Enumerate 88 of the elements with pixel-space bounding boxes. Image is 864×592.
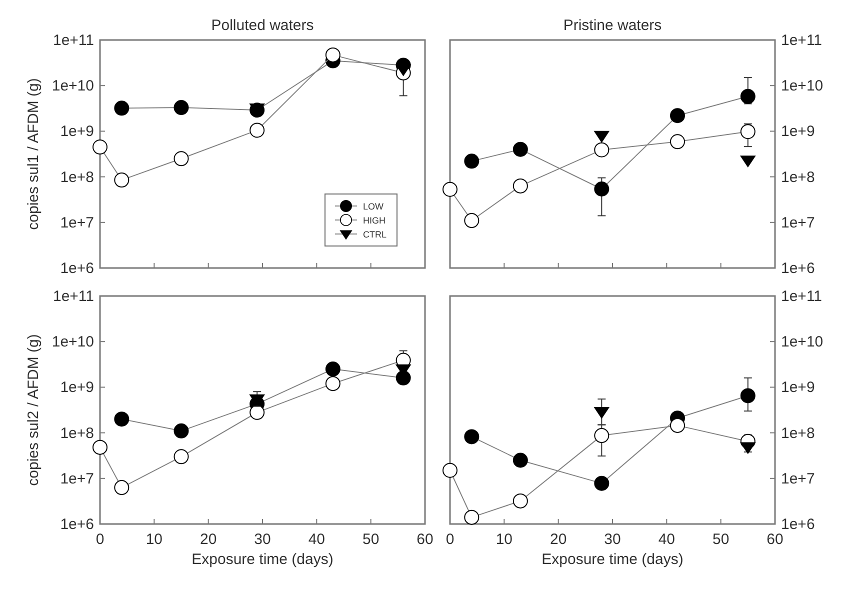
legend-label: HIGH — [363, 216, 386, 226]
point — [325, 362, 340, 377]
point — [512, 142, 528, 157]
point — [512, 452, 528, 468]
y-tick-label: 1e+9 — [60, 123, 94, 140]
point — [114, 172, 130, 188]
y-tick-label: 1e+8 — [781, 424, 815, 442]
chart-title: Pristine waters — [563, 17, 662, 34]
point — [670, 134, 685, 150]
x-tick-label: 30 — [604, 531, 621, 548]
y-tick-label: 1e+8 — [60, 424, 94, 442]
y-tick-label: 1e+10 — [52, 334, 94, 351]
point — [464, 510, 480, 525]
point — [250, 394, 265, 406]
point — [396, 64, 411, 76]
point — [512, 178, 528, 194]
point — [174, 151, 189, 166]
point — [464, 213, 480, 228]
x-tick-label: 50 — [362, 531, 380, 548]
x-tick-label: 20 — [200, 531, 217, 548]
point — [92, 140, 108, 155]
point — [740, 156, 756, 168]
point — [442, 182, 458, 197]
y-axis-title: copies sul2 / AFDM (g) — [25, 334, 42, 486]
y-tick-label: 1e+7 — [781, 470, 815, 488]
point — [670, 418, 685, 433]
point — [594, 476, 610, 491]
legend-label: CTRL — [363, 230, 387, 240]
y-tick-label: 1e+11 — [52, 288, 94, 305]
point — [174, 423, 189, 438]
y-tick-label: 1e+10 — [781, 334, 824, 351]
point — [512, 493, 528, 508]
y-tick-label: 1e+10 — [52, 78, 94, 95]
y-tick-label: 1e+7 — [60, 214, 94, 232]
x-tick-label: 10 — [146, 531, 163, 548]
point — [464, 429, 480, 444]
point — [114, 412, 130, 427]
y-tick-label: 1e+9 — [781, 123, 815, 140]
legend-label: LOW — [363, 202, 384, 212]
y-tick-label: 1e+9 — [60, 379, 94, 396]
point — [594, 182, 610, 197]
y-tick-label: 1e+11 — [781, 288, 822, 305]
point — [250, 404, 265, 420]
x-axis-title: Exposure time (days) — [542, 551, 684, 568]
y-tick-label: 1e+6 — [60, 516, 94, 533]
y-tick-label: 1e+7 — [60, 470, 94, 488]
x-tick-label: 0 — [446, 531, 454, 548]
y-tick-label: 1e+6 — [781, 516, 815, 533]
x-tick-label: 60 — [766, 531, 784, 548]
x-tick-label: 0 — [96, 531, 104, 548]
y-tick-label: 1e+8 — [781, 168, 815, 186]
point — [250, 122, 265, 138]
point — [114, 480, 130, 496]
point — [594, 407, 610, 419]
y-tick-label: 1e+10 — [781, 78, 824, 95]
y-tick-label: 1e+6 — [60, 260, 94, 277]
x-tick-label: 30 — [254, 531, 271, 548]
x-axis-title: Exposure time (days) — [192, 551, 334, 568]
y-tick-label: 1e+7 — [781, 214, 815, 232]
point — [740, 88, 756, 104]
point — [174, 449, 189, 464]
y-tick-label: 1e+11 — [52, 32, 94, 49]
point — [464, 154, 480, 169]
y-tick-label: 1e+6 — [781, 260, 815, 277]
point — [325, 376, 340, 392]
point — [594, 142, 610, 158]
x-tick-label: 50 — [712, 531, 730, 548]
x-tick-label: 20 — [550, 531, 567, 548]
x-tick-label: 60 — [416, 531, 434, 548]
point — [114, 100, 130, 116]
x-tick-label: 40 — [308, 531, 326, 548]
x-tick-label: 10 — [496, 531, 513, 548]
point — [92, 440, 108, 455]
point — [740, 388, 756, 404]
y-tick-label: 1e+9 — [781, 379, 815, 396]
point — [442, 462, 458, 478]
point — [594, 428, 610, 444]
point — [594, 130, 610, 142]
x-tick-label: 40 — [658, 531, 676, 548]
point — [325, 47, 340, 62]
point — [740, 442, 756, 454]
y-tick-label: 1e+8 — [60, 168, 94, 186]
point — [174, 100, 189, 116]
y-tick-label: 1e+11 — [781, 32, 822, 49]
chart-title: Polluted waters — [211, 17, 314, 34]
point — [670, 108, 685, 124]
y-axis-title: copies sul1 / AFDM (g) — [25, 78, 42, 230]
point — [740, 124, 756, 140]
